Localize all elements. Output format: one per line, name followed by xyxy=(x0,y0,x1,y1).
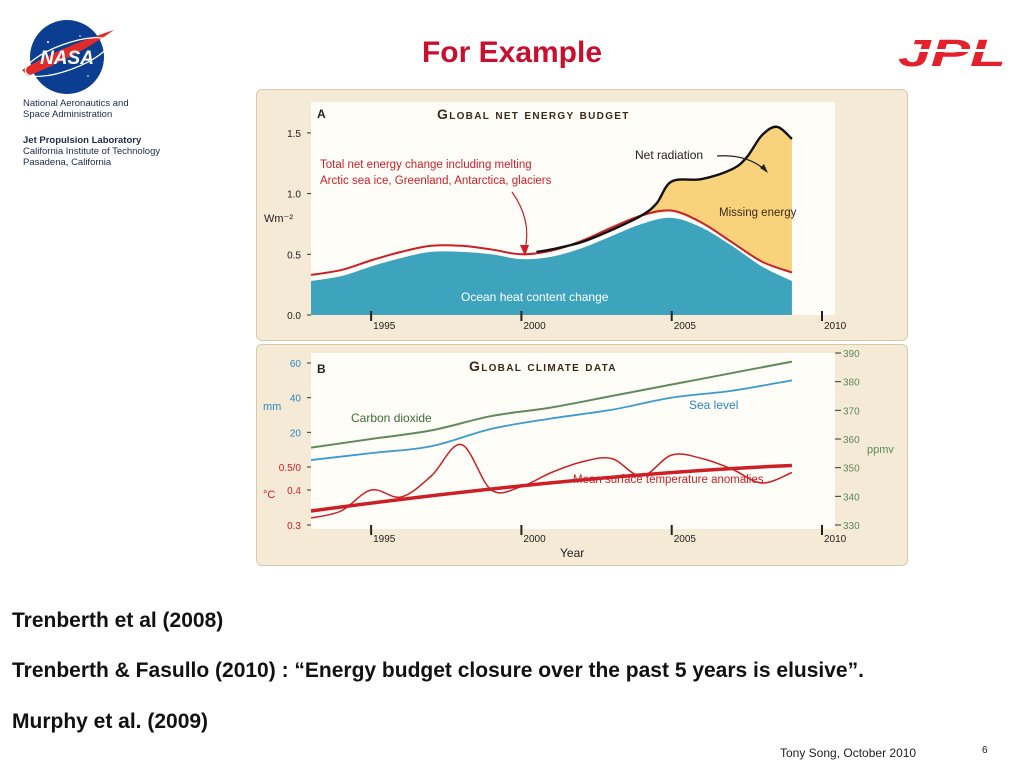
x-tick-label-b: 2000 xyxy=(523,534,546,545)
y-tick-label-b-ppmv: 330 xyxy=(843,521,860,532)
ocean-heat-edge xyxy=(310,214,793,280)
x-axis-label-year: Year xyxy=(560,546,584,560)
lab-line-3: Pasadena, California xyxy=(23,157,112,168)
reference-3: Murphy et al. (2009) xyxy=(12,710,209,733)
agency-line-2: Space Administration xyxy=(23,109,113,120)
jpl-logo: JPL xyxy=(896,33,1010,71)
temperature-anomaly-line xyxy=(310,443,793,519)
nasa-logo-text: NASA xyxy=(40,48,94,69)
y-tick-label-b-ppmv: 340 xyxy=(843,492,860,503)
x-tick-label-a: 2005 xyxy=(674,321,697,332)
x-tick-label-b: 2010 xyxy=(824,534,847,545)
annotation-ocean-heat: Ocean heat content change xyxy=(461,290,609,304)
temperature-trend-line xyxy=(310,463,793,513)
annotation-missing-energy: Missing energy xyxy=(719,207,797,219)
y-tick-label-b-mm: 40 xyxy=(290,394,302,405)
missing-energy-area xyxy=(536,126,792,273)
climate-data-chart: 60 40 20 0.5/0 0.4 0.3 390 380 370 360 350 340 330 19… xyxy=(263,349,894,560)
y-axis-label-degc: °C xyxy=(263,489,275,501)
y-tick-label-a: 0.5 xyxy=(287,250,301,261)
footer-credit: Tony Song, October 2010 xyxy=(780,746,917,760)
y-tick-label-b-ppmv: 380 xyxy=(843,378,860,389)
y-axis-label-a: Wm⁻² xyxy=(264,213,293,225)
y-tick-label-b-ppmv: 350 xyxy=(843,464,860,475)
x-tick-label-a: 1995 xyxy=(373,321,396,332)
lab-name: Jet Propulsion Laboratory California Ins… xyxy=(23,135,160,168)
annotation-sea-level: Sea level xyxy=(689,398,738,412)
agency-name: National Aeronautics and Space Administr… xyxy=(23,98,129,120)
y-tick-label-a: 0.0 xyxy=(287,311,301,322)
net-radiation-line xyxy=(536,125,793,254)
y-tick-label-b-ppmv: 370 xyxy=(843,406,860,417)
ocean-heat-area xyxy=(311,217,792,315)
annotation-temperature: Mean surface temperature anomalies xyxy=(573,474,764,486)
y-tick-label-b-ppmv: 360 xyxy=(843,435,860,446)
page-number: 6 xyxy=(982,745,988,756)
panel-b-letter: B xyxy=(317,362,326,376)
annotation-carbon-dioxide: Carbon dioxide xyxy=(351,411,432,425)
x-tick-label-a: 2010 xyxy=(824,321,847,332)
y-tick-label-b-mm: 60 xyxy=(290,359,302,370)
y-tick-label-b-mm: 0.5/0 xyxy=(279,463,302,474)
chart-panel-a: 0.0 0.5 1.0 1.5 1995 2000 2005 2010 A Global ne… xyxy=(256,89,908,341)
panel-b-title: Global climate data xyxy=(469,358,617,374)
agency-line-1: National Aeronautics and xyxy=(23,98,129,109)
y-tick-label-b-temp: 0.3 xyxy=(287,521,301,532)
y-tick-label-b-ppmv: 390 xyxy=(843,349,860,360)
reference-1: Trenberth et al (2008) xyxy=(12,609,224,632)
x-tick-label-a: 2000 xyxy=(523,321,546,332)
chart-panel-b: 60 40 20 0.5/0 0.4 0.3 390 380 370 360 350 340 330 19… xyxy=(256,344,908,566)
y-axis-label-ppmv: ppmv xyxy=(867,444,894,456)
panel-a-title: Global net energy budget xyxy=(437,106,630,122)
annotation-total-net-2: Arctic sea ice, Greenland, Antarctica, g… xyxy=(320,175,552,187)
x-tick-label-b: 1995 xyxy=(373,534,396,545)
nasa-logo: NASA xyxy=(22,20,114,94)
panel-a-letter: A xyxy=(317,107,326,121)
annotation-arrowhead-total xyxy=(520,245,529,256)
lab-line-2: California Institute of Technology xyxy=(23,146,161,157)
y-tick-label-a: 1.0 xyxy=(287,190,301,201)
carbon-dioxide-line xyxy=(310,360,793,449)
y-tick-label-b-mm: 20 xyxy=(290,428,302,439)
x-tick-label-b: 2005 xyxy=(674,534,697,545)
energy-budget-chart: 0.0 0.5 1.0 1.5 1995 2000 2005 2010 A Global ne… xyxy=(264,102,847,332)
lab-line-1: Jet Propulsion Laboratory xyxy=(23,135,142,146)
sea-level-line xyxy=(310,379,793,461)
page-title: For Example xyxy=(421,36,603,69)
y-tick-label-b-temp: 0.4 xyxy=(287,486,301,497)
y-axis-label-mm: mm xyxy=(263,401,281,413)
annotation-net-radiation: Net radiation xyxy=(635,148,703,162)
annotation-arrowhead-net xyxy=(760,164,768,173)
annotation-total-net-1: Total net energy change including meltin… xyxy=(320,159,532,171)
y-tick-label-a: 1.5 xyxy=(287,129,301,140)
reference-2: Trenberth & Fasullo (2010) : “Energy bud… xyxy=(12,659,864,682)
